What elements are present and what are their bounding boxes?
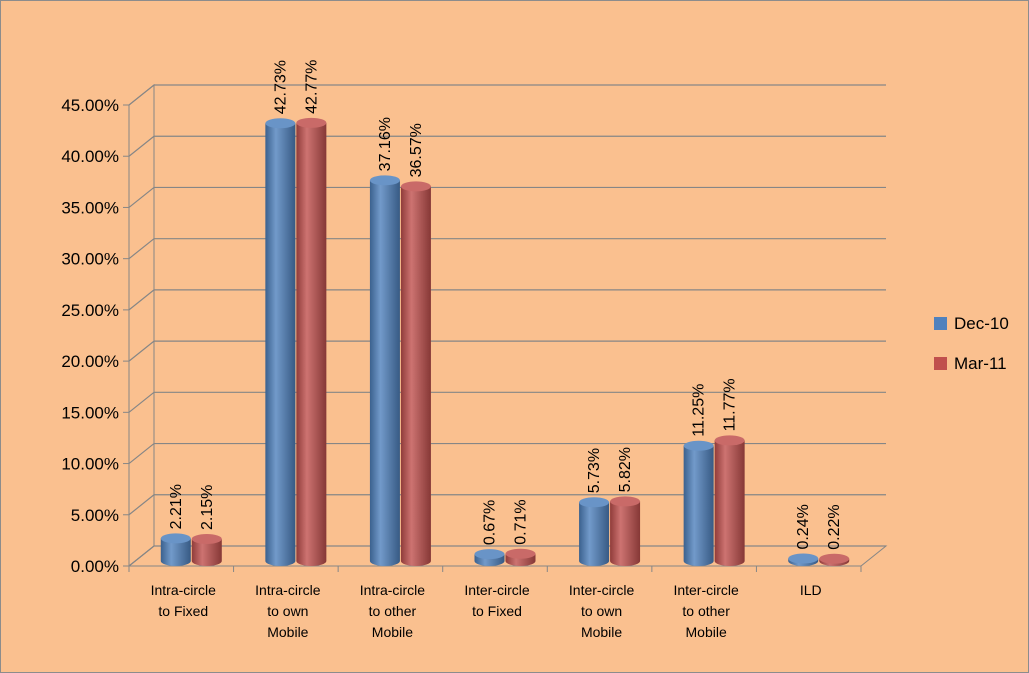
gridline — [128, 84, 886, 106]
y-axis: 0.00% 5.00% 10.00% 15.00% 20.00% 25.00% 30.00%… — [61, 96, 130, 576]
y-tick-label: 15.00% — [61, 403, 119, 422]
data-label: 42.73% — [272, 60, 289, 114]
data-label: 5.82% — [617, 447, 634, 492]
y-tick-label: 40.00% — [61, 147, 119, 166]
bar — [819, 553, 850, 566]
category-label: Inter-circle to Fixed — [464, 582, 530, 619]
bar-body — [579, 502, 610, 566]
bar — [683, 440, 714, 566]
bar-body — [610, 501, 641, 566]
gridline — [128, 186, 886, 208]
gridline — [128, 135, 886, 157]
data-label: 0.22% — [826, 504, 843, 549]
bar-body — [714, 440, 745, 566]
legend-swatch — [934, 357, 947, 370]
bar — [579, 497, 610, 566]
bar-top — [191, 533, 222, 544]
data-label: 11.77% — [722, 378, 739, 431]
y-tick-label: 45.00% — [61, 96, 119, 115]
bar — [191, 533, 222, 566]
data-label: 42.77% — [303, 60, 320, 114]
y-tick-label: 35.00% — [61, 198, 119, 217]
category-label: Intra-circle to Fixed — [151, 582, 217, 619]
bar-top — [160, 533, 191, 544]
legend-item: Mar-11 — [934, 354, 1007, 373]
data-label: 0.71% — [513, 499, 530, 544]
legend-item: Dec-10 — [934, 314, 1009, 333]
bar-body — [400, 186, 431, 567]
gridline — [128, 289, 886, 311]
bar-top — [788, 553, 819, 564]
bar — [265, 118, 296, 567]
bar-top — [265, 118, 296, 129]
bar — [610, 496, 641, 566]
bar-body — [296, 122, 327, 567]
side-wall — [128, 83, 155, 568]
y-tick-label: 20.00% — [61, 352, 119, 371]
data-label: 36.57% — [408, 123, 425, 177]
category-label: Intra-circle to other Mobile — [360, 582, 426, 640]
category-label: Inter-circle to other Mobile — [673, 582, 739, 640]
bar-body — [265, 123, 296, 567]
gridline — [128, 545, 886, 567]
category-label: ILD — [800, 582, 822, 598]
bar-body — [683, 445, 714, 566]
y-tick-label: 10.00% — [61, 455, 119, 474]
data-label: 11.25% — [691, 384, 708, 437]
data-label: 2.15% — [199, 485, 216, 530]
x-axis: Intra-circle to Fixed Intra-circle to own Mo… — [128, 565, 862, 640]
data-label: 5.73% — [586, 448, 603, 493]
bar — [160, 533, 191, 566]
data-label: 0.24% — [795, 504, 812, 549]
bars — [160, 117, 850, 567]
bar-top — [400, 181, 431, 192]
bar — [714, 435, 745, 566]
legend: Dec-10 Mar-11 — [934, 314, 1009, 373]
bar-body — [160, 538, 191, 566]
bar-top — [296, 117, 327, 128]
gridlines — [128, 84, 886, 567]
gridline — [128, 494, 886, 516]
bar-top — [579, 497, 610, 508]
gridline — [128, 442, 886, 465]
gridline — [128, 238, 886, 260]
y-tick-label: 30.00% — [61, 250, 119, 269]
bar-top — [369, 175, 400, 186]
category-label: Intra-circle to own Mobile — [255, 582, 321, 640]
bar-top — [819, 553, 850, 564]
gridline — [128, 340, 886, 362]
legend-label: Mar-11 — [954, 354, 1007, 373]
bar-top — [714, 435, 745, 446]
bar — [369, 175, 400, 566]
chart-walls — [127, 83, 888, 568]
data-label: 0.67% — [482, 500, 499, 545]
data-label: 37.16% — [377, 117, 394, 171]
bar-top — [683, 440, 714, 451]
data-labels: 2.21% 2.15% 42.73% 42.77% 37.16% 36.57% 0.67% 0… — [168, 60, 843, 550]
bar — [296, 117, 327, 567]
bar-body — [369, 180, 400, 566]
bar-top — [610, 496, 641, 507]
y-tick-label: 0.00% — [71, 557, 119, 576]
category-label: Inter-circle to own Mobile — [569, 582, 635, 640]
bar — [400, 181, 431, 567]
bar — [788, 553, 819, 566]
y-tick-label: 5.00% — [71, 506, 119, 525]
bar — [505, 548, 536, 566]
gridline — [128, 391, 886, 413]
bar-body — [191, 538, 222, 566]
y-tick-label: 25.00% — [61, 301, 119, 320]
legend-swatch — [934, 317, 947, 330]
data-label: 2.21% — [168, 484, 185, 529]
bar — [474, 549, 505, 566]
bar-top — [505, 548, 536, 559]
legend-label: Dec-10 — [954, 314, 1009, 333]
bar-top — [474, 549, 505, 560]
